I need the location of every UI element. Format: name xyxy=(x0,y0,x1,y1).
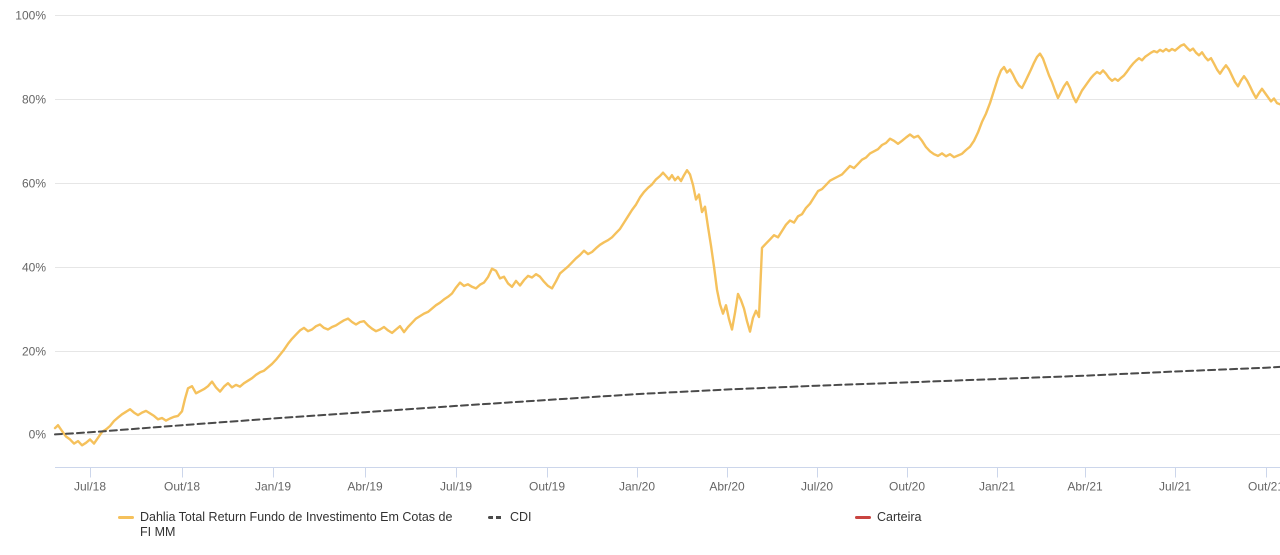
x-axis-label: Abr/19 xyxy=(347,480,383,494)
x-axis-label: Jan/19 xyxy=(255,480,291,494)
x-axis-label: Abr/20 xyxy=(709,480,745,494)
cdi-series-marker-icon xyxy=(488,516,504,519)
y-axis-label: 0% xyxy=(29,428,47,442)
x-axis-label: Out/21 xyxy=(1248,480,1280,494)
chart-plot-area: 0% 20% 40% 60% 80% 100% Jul/18 Out/18 Jan/19 Abr/… xyxy=(15,9,1280,494)
legend-item-dahlia[interactable]: Dahlia Total Return Fundo de Investiment… xyxy=(118,510,456,540)
x-axis-label: Jul/18 xyxy=(74,480,106,494)
x-axis-label: Out/19 xyxy=(529,480,565,494)
x-axis-label: Jan/20 xyxy=(619,480,655,494)
legend-label-carteira: Carteira xyxy=(877,510,922,524)
x-axis-label: Jan/21 xyxy=(979,480,1015,494)
x-axis-label: Abr/21 xyxy=(1067,480,1103,494)
legend-label-dahlia: Dahlia Total Return Fundo de Investiment… xyxy=(140,510,453,539)
x-axis-label: Out/18 xyxy=(164,480,200,494)
x-axis-label: Jul/21 xyxy=(1159,480,1191,494)
x-axis-label: Out/20 xyxy=(889,480,925,494)
legend-label-cdi: CDI xyxy=(510,510,532,524)
dahlia-series-marker-icon xyxy=(118,516,134,519)
legend-item-carteira[interactable]: Carteira xyxy=(855,510,921,525)
y-axis-label: 60% xyxy=(22,177,46,191)
y-axis-label: 20% xyxy=(22,345,46,359)
legend-item-cdi[interactable]: CDI xyxy=(488,510,532,525)
x-axis-label: Jul/19 xyxy=(440,480,472,494)
y-axis-label: 100% xyxy=(15,9,46,23)
y-axis-label: 80% xyxy=(22,93,46,107)
series-line-dahlia xyxy=(53,43,1280,447)
x-axis-label: Jul/20 xyxy=(801,480,833,494)
carteira-series-marker-icon xyxy=(855,516,871,519)
series-line-cdi xyxy=(54,365,1280,436)
y-axis-label: 40% xyxy=(22,261,46,275)
